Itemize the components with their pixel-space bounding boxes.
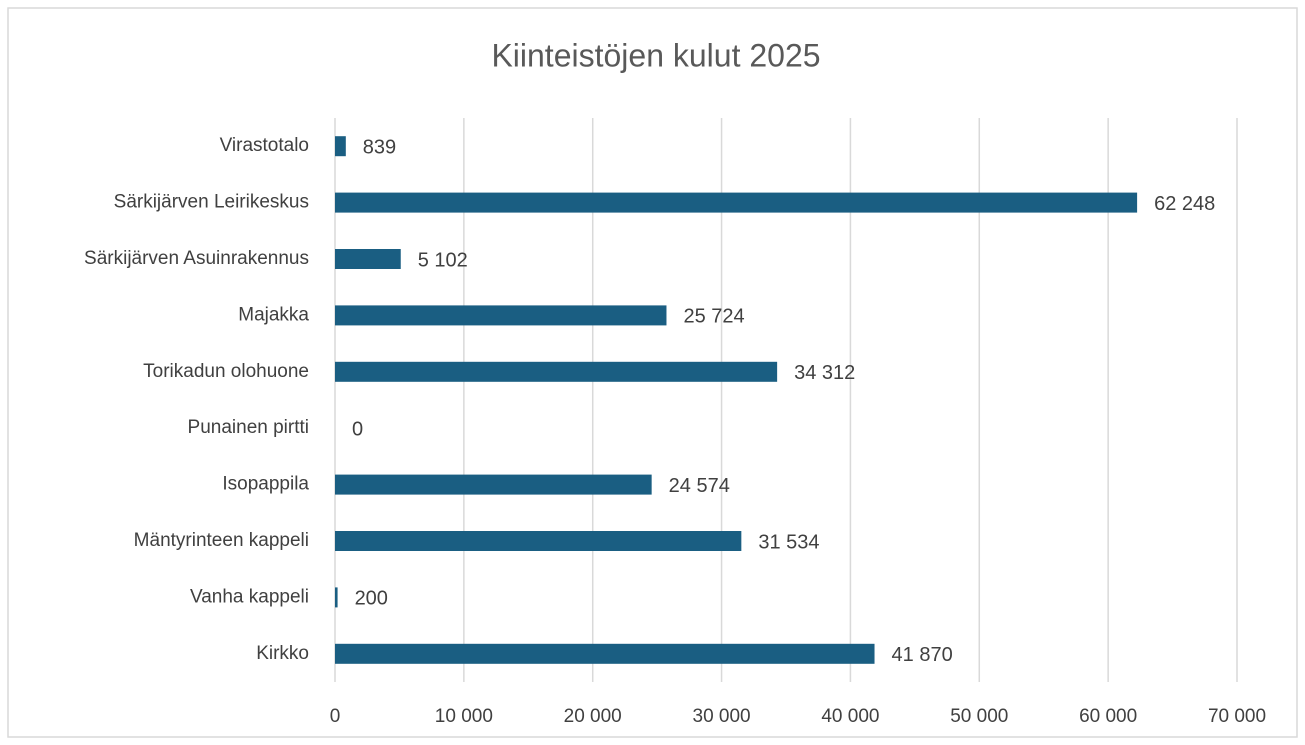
y-tick-label: Torikadun olohuone: [143, 361, 309, 382]
y-tick-label: Särkijärven Asuinrakennus: [84, 248, 309, 269]
value-label: 41 870: [892, 644, 953, 666]
bar: [335, 643, 875, 664]
value-label: 5 102: [418, 249, 468, 271]
bar: [335, 587, 338, 608]
bar: [335, 136, 346, 157]
x-tick-label: 70 000: [1208, 706, 1266, 727]
x-tick-label: 0: [330, 706, 341, 727]
bar: [335, 361, 778, 382]
value-label: 200: [355, 588, 388, 610]
y-tick-label: Vanha kappeli: [190, 586, 309, 607]
bar: [335, 531, 742, 551]
y-tick-label: Kirkko: [256, 643, 309, 664]
chart-title: Kiinteistöjen kulut 2025: [491, 37, 820, 73]
x-tick-label: 50 000: [950, 706, 1008, 727]
bar: [335, 305, 667, 326]
bar: [335, 192, 1138, 213]
y-tick-label: Majakka: [238, 304, 309, 325]
value-label: 25 724: [683, 306, 744, 328]
value-label: 24 574: [669, 475, 730, 497]
y-tick-label: Punainen pirtti: [188, 417, 309, 438]
y-tick-label: Särkijärven Leirikeskus: [114, 192, 309, 213]
value-label: 839: [363, 136, 396, 158]
y-tick-label: Virastotalo: [220, 135, 309, 156]
x-tick-label: 40 000: [821, 706, 879, 727]
value-label: 0: [352, 418, 363, 440]
value-label: 34 312: [794, 362, 855, 384]
bar: [335, 249, 401, 269]
x-tick-label: 20 000: [564, 706, 622, 727]
x-tick-label: 10 000: [435, 706, 493, 727]
bar: [335, 474, 652, 495]
x-tick-label: 30 000: [693, 706, 751, 727]
y-tick-label: Isopappila: [222, 474, 309, 495]
y-tick-label: Mäntyrinteen kappeli: [134, 530, 309, 551]
value-label: 31 534: [758, 531, 819, 553]
x-tick-label: 60 000: [1079, 706, 1137, 727]
value-label: 62 248: [1154, 193, 1215, 215]
